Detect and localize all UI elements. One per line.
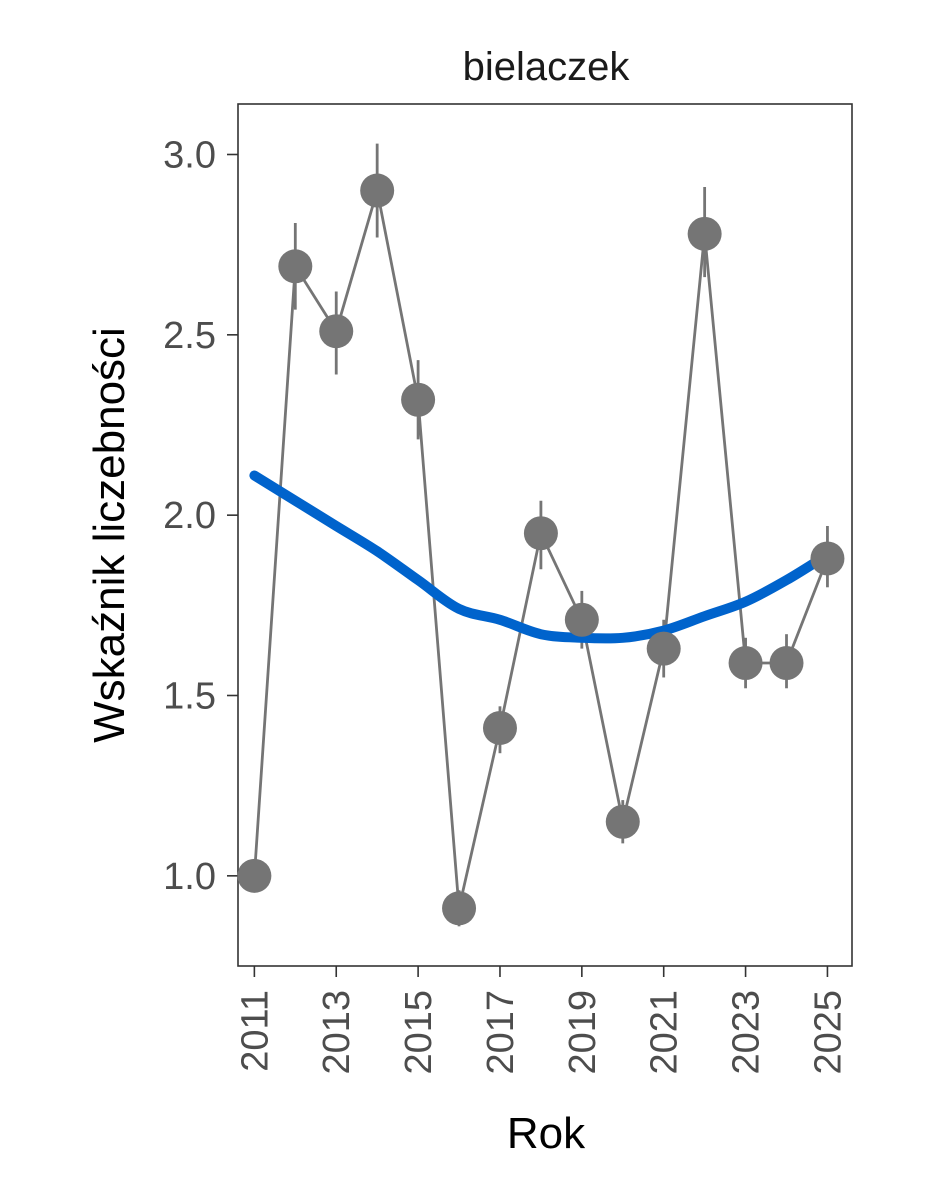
x-tick-label: 2011 [234, 990, 276, 1072]
x-tick-label: 2021 [644, 990, 686, 1075]
data-point [605, 804, 640, 839]
y-tick-label: 1.0 [163, 856, 216, 898]
data-point [401, 382, 436, 417]
x-tick-label: 2019 [562, 990, 604, 1075]
data-point [482, 710, 517, 745]
y-tick-label: 2.0 [163, 495, 216, 537]
data-point [687, 216, 722, 251]
y-tick-label: 3.0 [163, 134, 216, 176]
x-axis-title: Rok [507, 1109, 586, 1158]
data-point [237, 858, 272, 893]
y-axis: 1.0 1.5 2.0 2.5 3.0 [163, 134, 238, 898]
x-tick-label: 2025 [807, 990, 849, 1075]
data-point [564, 602, 599, 637]
data-point [728, 646, 763, 681]
data-point [442, 891, 477, 926]
x-tick-label: 2013 [316, 990, 358, 1075]
x-tick-label: 2023 [726, 990, 768, 1075]
data-point [319, 314, 354, 349]
x-tick-label: 2015 [398, 990, 440, 1075]
data-point [769, 646, 804, 681]
data-point [646, 631, 681, 666]
y-tick-label: 1.5 [163, 675, 216, 717]
data-point [278, 249, 313, 284]
trend-line [249, 470, 833, 644]
chart-title: bielaczek [463, 45, 631, 89]
data-point [523, 516, 558, 551]
y-tick-label: 2.5 [163, 315, 216, 357]
data-point [360, 173, 395, 208]
y-axis-title: Wskaźnik liczebności [85, 327, 134, 743]
x-tick-label: 2017 [480, 990, 522, 1075]
data-point [810, 541, 845, 576]
x-axis: 2011 2013 2015 2017 2019 2021 2023 2025 [234, 966, 849, 1075]
data-points [237, 173, 845, 926]
